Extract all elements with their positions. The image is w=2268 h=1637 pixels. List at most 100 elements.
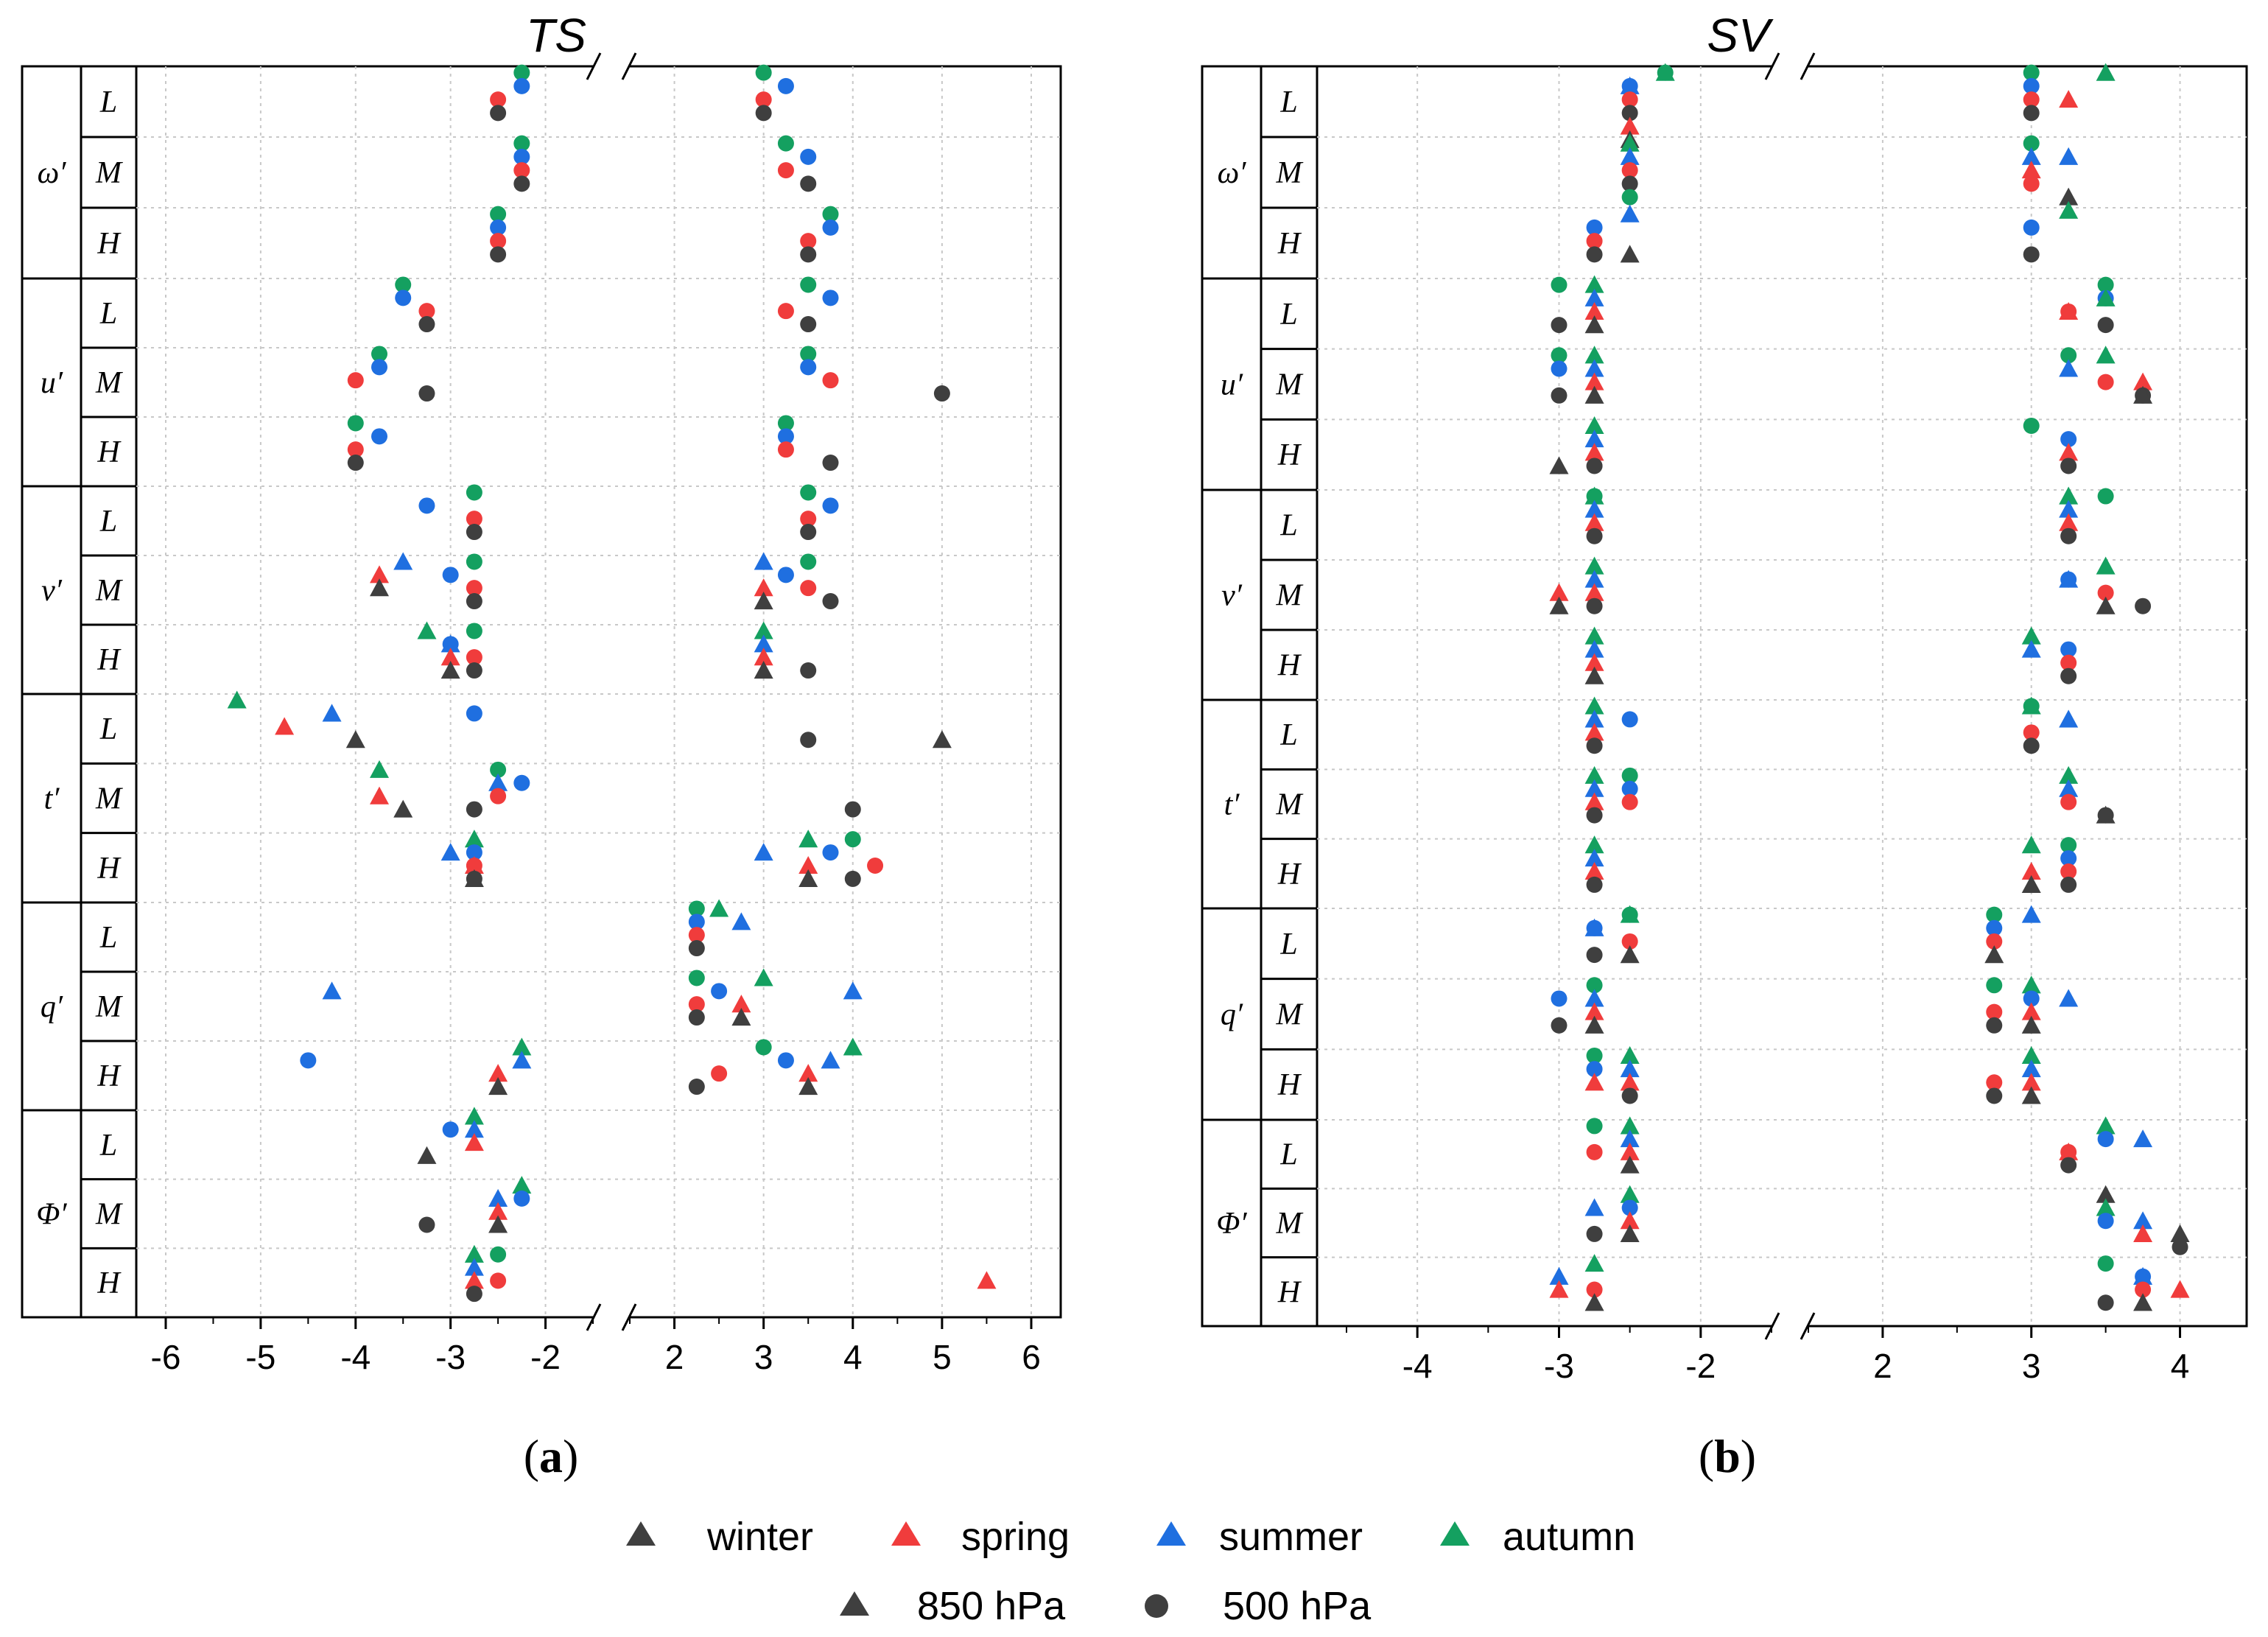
point-summer-850	[464, 1120, 484, 1138]
point-summer-500	[777, 567, 794, 583]
point-summer-500	[1621, 1199, 1638, 1216]
legend-850-marker	[840, 1591, 869, 1616]
point-spring-500	[1586, 1143, 1603, 1160]
level-label: H	[1277, 649, 1302, 683]
legend-winter-marker	[626, 1521, 656, 1546]
point-autumn-850	[227, 690, 247, 709]
level-label: M	[1276, 579, 1304, 613]
point-autumn-850	[2059, 765, 2079, 784]
point-autumn-500	[1621, 189, 1638, 206]
point-spring-500	[2135, 1281, 2152, 1298]
point-winter-500	[2023, 105, 2040, 122]
point-summer-500	[822, 219, 839, 236]
level-label: L	[99, 1129, 117, 1163]
point-summer-500	[490, 219, 507, 236]
point-autumn-500	[755, 64, 772, 81]
point-spring-500	[2023, 91, 2040, 108]
point-summer-850	[731, 912, 751, 930]
point-summer-500	[2060, 431, 2077, 448]
point-winter-500	[800, 524, 817, 541]
point-winter-850	[2133, 1293, 2153, 1311]
point-spring-500	[347, 372, 364, 389]
point-autumn-500	[466, 623, 482, 639]
point-summer-850	[821, 1051, 840, 1069]
variable-label: Φ′	[1216, 1207, 1247, 1241]
point-spring-850	[731, 995, 751, 1013]
point-autumn-850	[1584, 626, 1604, 645]
point-spring-850	[2021, 1002, 2041, 1020]
point-summer-850	[2059, 359, 2079, 377]
point-winter-500	[2097, 807, 2114, 824]
point-winter-850	[417, 1146, 437, 1164]
point-autumn-500	[466, 553, 482, 570]
point-spring-850	[2059, 1142, 2079, 1160]
point-winter-500	[2023, 246, 2040, 263]
point-autumn-850	[512, 1037, 532, 1056]
point-autumn-850	[1584, 556, 1604, 575]
point-spring-500	[1621, 793, 1638, 810]
point-winter-500	[466, 662, 482, 679]
point-spring-500	[688, 927, 705, 944]
point-summer-850	[754, 634, 773, 653]
point-spring-500	[1986, 1074, 2003, 1091]
level-label: L	[1279, 718, 1297, 752]
point-autumn-500	[466, 484, 482, 501]
level-label: L	[99, 505, 117, 539]
point-spring-500	[513, 162, 530, 179]
point-autumn-850	[464, 830, 484, 848]
variable-label: ω′	[1218, 156, 1247, 190]
point-summer-850	[1584, 709, 1604, 728]
point-autumn-850	[709, 899, 729, 917]
point-autumn-500	[1986, 906, 2003, 923]
level-label: H	[96, 643, 122, 677]
point-autumn-500	[490, 761, 507, 778]
point-spring-850	[464, 1271, 484, 1289]
point-autumn-500	[755, 1039, 772, 1056]
point-winter-500	[844, 801, 861, 818]
point-winter-500	[2172, 1238, 2188, 1255]
level-label: L	[99, 712, 117, 746]
variable-label: q′	[41, 990, 63, 1024]
point-summer-850	[2021, 147, 2041, 165]
level-label: H	[1277, 438, 1302, 472]
point-winter-500	[755, 105, 772, 122]
level-label: H	[96, 1059, 122, 1093]
axis-break-top-gap	[1773, 60, 1807, 72]
point-summer-500	[1621, 780, 1638, 797]
point-summer-850	[1584, 639, 1604, 658]
point-winter-850	[2059, 187, 2079, 206]
point-autumn-850	[1584, 346, 1604, 364]
point-summer-500	[822, 290, 839, 306]
point-spring-500	[490, 788, 507, 805]
point-winter-500	[800, 316, 817, 333]
point-summer-500	[418, 497, 435, 514]
point-winter-850	[440, 661, 460, 679]
point-winter-500	[1586, 876, 1603, 893]
point-winter-500	[1586, 246, 1603, 263]
point-autumn-850	[2021, 626, 2041, 645]
point-autumn-850	[417, 621, 437, 639]
point-autumn-500	[844, 831, 861, 848]
point-spring-500	[755, 91, 772, 108]
point-winter-850	[1584, 666, 1604, 684]
point-autumn-850	[1584, 696, 1604, 715]
point-winter-850	[1584, 315, 1604, 334]
point-summer-850	[488, 1188, 508, 1207]
point-spring-850	[275, 717, 295, 735]
point-summer-500	[371, 428, 387, 445]
point-winter-850	[1584, 385, 1604, 404]
variable-label: Φ′	[36, 1198, 67, 1232]
point-winter-850	[798, 1077, 818, 1096]
point-autumn-500	[2097, 1255, 2114, 1272]
point-spring-850	[1584, 583, 1604, 601]
level-label: M	[95, 156, 123, 190]
x-tick-label: 5	[933, 1338, 952, 1376]
point-winter-850	[798, 869, 818, 887]
point-winter-850	[488, 1215, 508, 1233]
point-autumn-500	[1586, 977, 1603, 994]
variable-label: u′	[1221, 368, 1243, 402]
variable-label: t′	[1224, 788, 1240, 822]
point-autumn-850	[754, 968, 773, 986]
point-winter-850	[2096, 596, 2116, 614]
point-winter-500	[418, 1216, 435, 1233]
